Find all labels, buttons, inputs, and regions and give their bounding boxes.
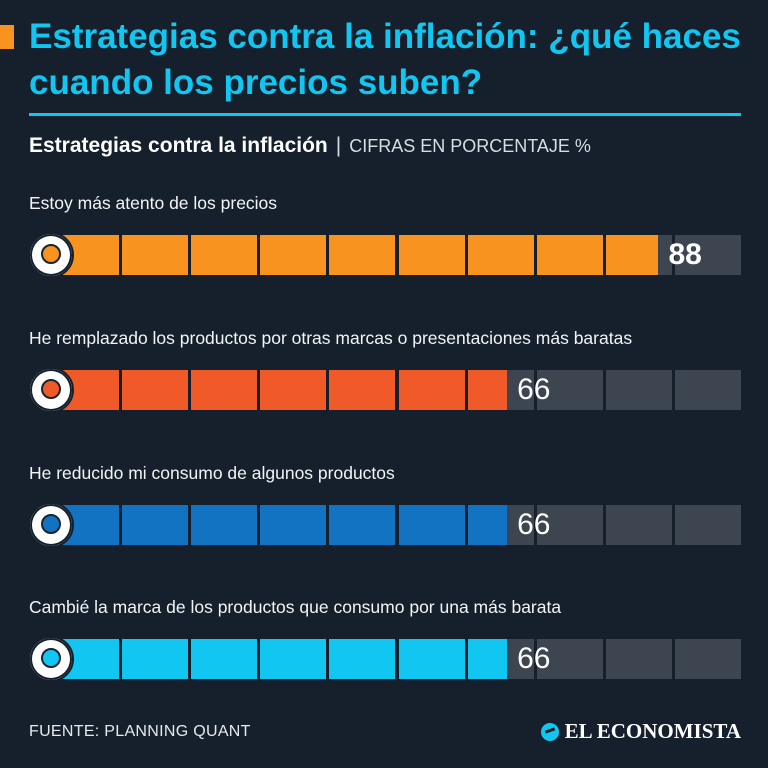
icon-glyph (41, 648, 61, 668)
dollar-coin-hand-icon (28, 232, 74, 278)
source-note: FUENTE: PLANNING QUANT (29, 723, 251, 740)
bar-fill (329, 370, 396, 410)
product-box-icon (28, 636, 74, 682)
bar-segment (674, 370, 741, 410)
value-label: 66 (517, 642, 551, 675)
brand-mark-icon (540, 722, 559, 741)
bar-fill (467, 370, 508, 410)
brand-logo: EL ECONOMISTA (540, 719, 741, 744)
bar-segment (605, 505, 672, 545)
category-label: He reducido mi consumo de algunos produc… (29, 463, 395, 483)
bar-segment (536, 370, 603, 410)
bar-segment (536, 505, 603, 545)
chart-title: Estrategias contra la inflación (29, 134, 328, 157)
bar-fill (191, 505, 258, 545)
bar-track (53, 370, 741, 410)
bar-fill (398, 370, 465, 410)
bar-fill (122, 505, 189, 545)
bar-fill (191, 639, 258, 679)
shopping-bag-icon (28, 502, 74, 548)
bar-segment (674, 505, 741, 545)
bar-track (53, 235, 741, 275)
bar-fill (398, 235, 465, 275)
bar-fill (467, 505, 508, 545)
bar-fill (122, 370, 189, 410)
brand-name: EL ECONOMISTA (564, 719, 741, 743)
bar-fill (329, 639, 396, 679)
bar-segment (605, 370, 672, 410)
category-label: Cambié la marca de los productos que con… (29, 597, 562, 617)
bar-fill (122, 235, 189, 275)
value-label: 66 (517, 373, 551, 406)
bar-fill (260, 370, 327, 410)
category-label: Estoy más atento de los precios (29, 193, 278, 213)
value-label: 66 (517, 508, 551, 541)
icon-glyph (41, 379, 61, 399)
bar-fill (122, 639, 189, 679)
value-label: 88 (668, 238, 702, 271)
bar-fill (605, 235, 659, 275)
bar-fill (260, 505, 327, 545)
bar-track (53, 505, 741, 545)
chart-subtitle: Estrategias contra la inflación | CIFRAS E… (29, 134, 591, 158)
units-note: CIFRAS EN PORCENTAJE % (349, 136, 591, 156)
bar-fill (398, 505, 465, 545)
bar-segment (536, 639, 603, 679)
bar-fill (467, 639, 508, 679)
subtitle-separator: | (335, 134, 342, 157)
icon-glyph (41, 514, 61, 534)
bar-fill (467, 235, 534, 275)
accent-square (0, 25, 14, 49)
bar-segment (674, 639, 741, 679)
bar-fill (329, 235, 396, 275)
bar-fill (398, 639, 465, 679)
price-swap-icon (28, 367, 74, 413)
bar-fill (260, 235, 327, 275)
icon-glyph (41, 244, 61, 264)
title-divider (29, 113, 741, 116)
bar-fill (329, 505, 396, 545)
bar-segment (674, 235, 741, 275)
page-title: Estrategias contra la inflación: ¿qué ha… (29, 17, 741, 102)
bar-fill (260, 639, 327, 679)
bar-track (53, 639, 741, 679)
category-label: He remplazado los productos por otras ma… (29, 328, 633, 348)
bar-fill (191, 370, 258, 410)
bar-fill (536, 235, 603, 275)
bar-fill (191, 235, 258, 275)
bar-segment (605, 639, 672, 679)
